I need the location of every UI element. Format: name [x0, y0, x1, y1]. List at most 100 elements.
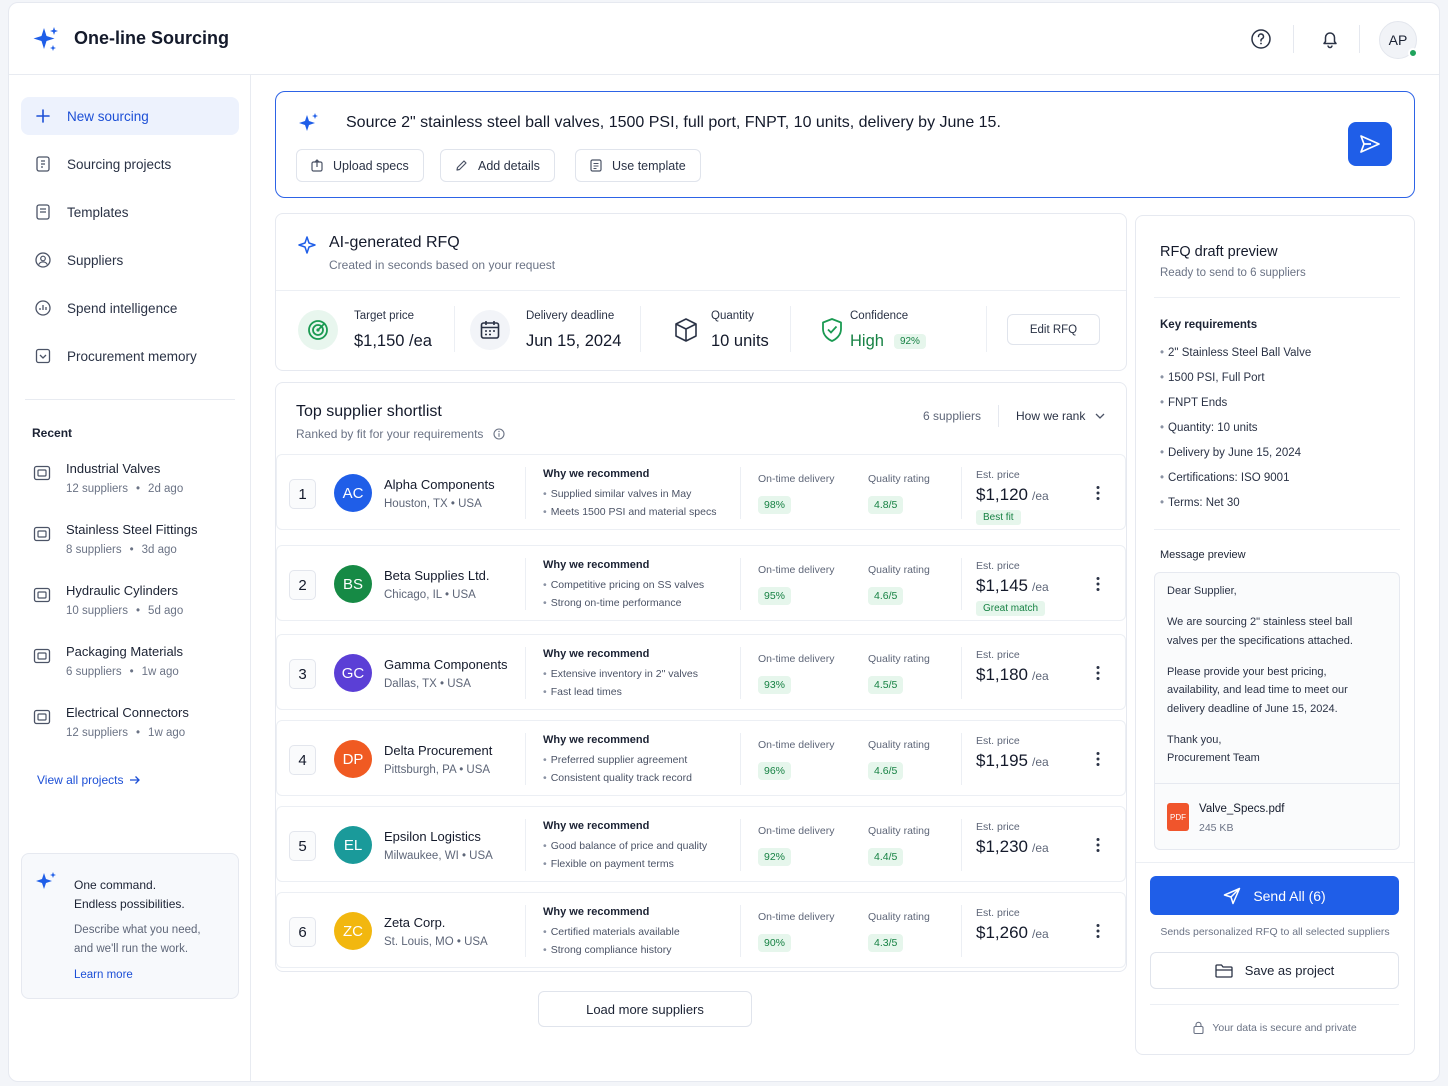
- supplier-row[interactable]: 3 GC Gamma Components Dallas, TX • USA Why w…: [276, 634, 1126, 710]
- fit-badge: Best fit: [976, 510, 1021, 525]
- price-unit: /ea: [1032, 489, 1049, 503]
- recent-project-item[interactable]: Stainless Steel Fittings 8 suppliers • 3d a…: [31, 522, 231, 566]
- price-value: $1,145: [976, 576, 1028, 595]
- recommend-reason: • Consistent quality track record: [543, 772, 692, 784]
- recommend-reason: • Good balance of price and quality: [543, 840, 708, 852]
- user-avatar[interactable]: AP: [1379, 21, 1418, 59]
- learn-more-link[interactable]: Learn more: [74, 969, 133, 981]
- divider: [961, 647, 962, 699]
- more-options-icon[interactable]: [1087, 662, 1109, 684]
- recommend-reason: • Flexible on payment terms: [543, 858, 674, 870]
- quality-label: Quality rating: [868, 911, 930, 923]
- supplier-row[interactable]: 2 BS Beta Supplies Ltd. Chicago, IL • USA Wh…: [276, 545, 1126, 621]
- project-icon: [33, 648, 51, 664]
- add-details-button[interactable]: Add details: [440, 149, 555, 182]
- recent-project-meta: 12 suppliers • 2d ago: [66, 483, 183, 495]
- more-options-icon[interactable]: [1087, 834, 1109, 856]
- upload-specs-button[interactable]: Upload specs: [296, 149, 424, 182]
- why-recommend-label: Why we recommend: [543, 734, 650, 746]
- recent-heading: Recent: [32, 426, 73, 440]
- more-options-icon[interactable]: [1087, 482, 1109, 504]
- reason-text: Consistent quality track record: [550, 772, 692, 784]
- recent-project-item[interactable]: Electrical Connectors 12 suppliers • 1w ago: [31, 705, 231, 749]
- divider: [454, 306, 455, 352]
- why-recommend-label: Why we recommend: [543, 468, 650, 480]
- how-we-rank-dropdown[interactable]: How we rank: [1016, 409, 1105, 423]
- supplier-row[interactable]: 6 ZC Zeta Corp. St. Louis, MO • USA Why we r…: [276, 892, 1126, 968]
- info-icon[interactable]: [493, 428, 505, 440]
- security-note: Your data is secure and private: [1136, 1021, 1414, 1034]
- recent-age: 3d ago: [141, 544, 177, 556]
- recent-project-name: Electrical Connectors: [66, 705, 189, 720]
- price-value: $1,180: [976, 665, 1028, 684]
- recent-age: 1w ago: [148, 727, 186, 739]
- view-all-projects-link[interactable]: View all projects: [37, 773, 141, 787]
- nav-templates[interactable]: Templates: [21, 193, 239, 231]
- message-line: Thank you,: [1167, 734, 1222, 746]
- supplier-row[interactable]: 1 AC Alpha Components Houston, TX • USA Why …: [276, 454, 1126, 530]
- recent-supplier-count: 12 suppliers: [66, 727, 129, 739]
- reason-text: Certified materials available: [550, 926, 680, 938]
- nav-suppliers[interactable]: Suppliers: [21, 241, 239, 279]
- load-more-suppliers-button[interactable]: Load more suppliers: [538, 991, 752, 1027]
- attachment-name[interactable]: Valve_Specs.pdf: [1199, 803, 1285, 815]
- recent-project-meta: 12 suppliers • 1w ago: [66, 727, 185, 739]
- avatar-initials: AP: [1388, 32, 1408, 48]
- use-template-button[interactable]: Use template: [575, 149, 701, 182]
- divider: [525, 733, 526, 785]
- nav-spend-intelligence[interactable]: Spend intelligence: [21, 289, 239, 327]
- arrow-right-icon: [130, 776, 141, 784]
- nav-procurement-memory[interactable]: Procurement memory: [21, 337, 239, 375]
- supplier-row[interactable]: 5 EL Epsilon Logistics Milwaukee, WI • USA W…: [276, 806, 1126, 882]
- supplier-logo: GC: [334, 654, 372, 692]
- metric-value: 10 units: [711, 332, 769, 350]
- edit-rfq-button[interactable]: Edit RFQ: [1007, 314, 1100, 345]
- recent-project-meta: 6 suppliers • 1w ago: [66, 666, 179, 678]
- quality-label: Quality rating: [868, 473, 930, 485]
- shortlist-title: Top supplier shortlist: [296, 403, 442, 420]
- divider: [790, 306, 791, 352]
- supplier-location: St. Louis, MO • USA: [384, 936, 488, 948]
- send-command-button[interactable]: [1348, 122, 1392, 166]
- nav-sourcing-projects[interactable]: Sourcing projects: [21, 145, 239, 183]
- recent-project-item[interactable]: Packaging Materials 6 suppliers • 1w ago: [31, 644, 231, 688]
- on-time-value: 96%: [758, 762, 792, 780]
- nav-label: New sourcing: [67, 108, 149, 124]
- supplier-location: Milwaukee, WI • USA: [384, 850, 493, 862]
- est-price: $1,260/ea: [976, 923, 1049, 943]
- supplier-row[interactable]: 4 DP Delta Procurement Pittsburgh, PA • USA…: [276, 720, 1126, 796]
- reason-text: Flexible on payment terms: [550, 858, 674, 870]
- divider: [525, 647, 526, 699]
- nav-label: Spend intelligence: [67, 300, 178, 316]
- save-as-project-button[interactable]: Save as project: [1150, 952, 1399, 989]
- nav-label: Suppliers: [67, 252, 124, 268]
- quality-value: 4.5/5: [868, 676, 904, 694]
- requirement-item: • 2" Stainless Steel Ball Valve: [1160, 347, 1312, 359]
- promo-headline: Endless possibilities.: [74, 897, 185, 911]
- requirements-heading: Key requirements: [1160, 319, 1258, 331]
- chevron-down-icon: [1095, 413, 1105, 419]
- send-all-button[interactable]: Send All (6): [1150, 876, 1399, 915]
- nav-new-sourcing[interactable]: New sourcing: [21, 97, 239, 135]
- help-icon[interactable]: [1247, 25, 1275, 53]
- recent-project-item[interactable]: Hydraulic Cylinders 10 suppliers • 5d ago: [31, 583, 231, 627]
- rfq-card: AI-generated RFQ Created in seconds base…: [275, 213, 1127, 371]
- supplier-count: 6 suppliers: [923, 409, 982, 423]
- more-options-icon[interactable]: [1087, 573, 1109, 595]
- price-value: $1,195: [976, 751, 1028, 770]
- metric-value: $1,150 /ea: [354, 332, 432, 350]
- price-label: Est. price: [976, 649, 1020, 661]
- more-options-icon[interactable]: [1087, 920, 1109, 942]
- template-icon: [590, 159, 602, 172]
- message-line: availability, and lead time to meet our: [1167, 684, 1348, 696]
- price-label: Est. price: [976, 469, 1020, 481]
- rank-badge: 2: [289, 570, 316, 600]
- rfq-subtitle: Created in seconds based on your request: [329, 258, 556, 272]
- recent-project-item[interactable]: Industrial Valves 12 suppliers • 2d ago: [31, 461, 231, 505]
- divider: [740, 558, 741, 610]
- more-options-icon[interactable]: [1087, 748, 1109, 770]
- command-input[interactable]: Source 2" stainless steel ball valves, 1…: [346, 114, 1001, 131]
- on-time-value: 98%: [758, 496, 792, 514]
- price-label: Est. price: [976, 821, 1020, 833]
- bell-icon[interactable]: [1316, 25, 1344, 53]
